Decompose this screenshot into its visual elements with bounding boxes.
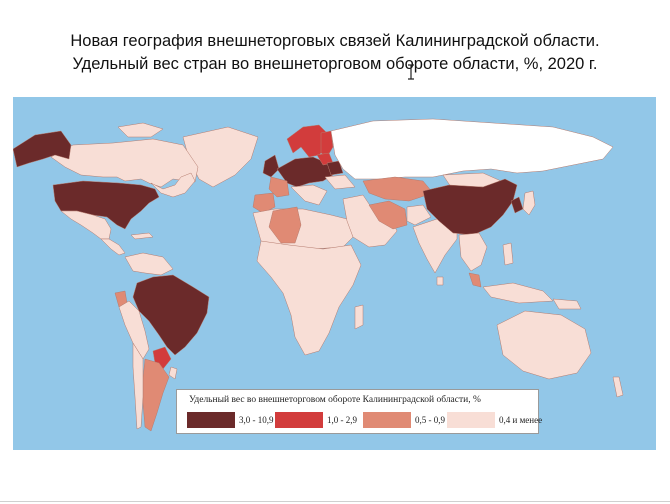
region-finland [320,130,334,158]
region-russia [330,118,614,180]
map-legend: Удельный вес во внешнеторговом обороте К… [176,389,543,434]
region-caribbean [130,232,154,240]
legend-label-3: 0,5 - 0,9 [415,415,445,425]
region-arctic-islands [117,122,164,138]
legend-swatch-3 [363,412,411,428]
legend-label-1: 3,0 - 10,9 [239,415,274,425]
region-china [422,178,518,236]
region-middle-east [342,194,398,248]
region-uruguay [168,366,178,380]
region-africa-central [256,240,362,356]
region-new-guinea [552,298,582,310]
text-cursor-icon [408,64,414,80]
region-iran [368,200,408,230]
slide-bottom-divider [0,501,670,502]
legend-label-2: 1,0 - 2,9 [327,415,357,425]
region-france [268,176,290,198]
region-south-america-north [124,252,174,276]
region-brazil [132,274,210,356]
title-line-2: Удельный вес стран во внешнеторговом обо… [72,55,598,73]
region-sri-lanka [436,276,444,286]
legend-label-4: 0,4 и менее [499,415,543,425]
region-central-america [100,238,126,256]
region-ukraine [324,174,356,190]
region-philippines [502,242,514,266]
region-uk [262,154,280,178]
region-italy-balkans [290,184,328,206]
legend-title: Удельный вес во внешнеторговом обороте К… [189,395,481,405]
region-central-asia [362,176,434,202]
region-new-zealand [612,376,624,398]
region-malaysia [468,272,482,288]
region-alaska [13,130,72,168]
page-title: Новая география внешнеторговых связей Ка… [0,30,670,76]
legend-swatch-1 [187,412,235,428]
region-australia [496,310,592,380]
region-belarus [326,160,344,176]
region-canada-east [150,172,196,198]
region-canada [50,138,199,188]
title-line-1: Новая география внешнеторговых связей Ка… [70,32,600,50]
region-japan [522,190,536,216]
legend-swatch-2 [275,412,323,428]
region-peru-bolivia [118,300,150,360]
region-algeria [268,206,302,244]
region-afghanistan [406,204,432,226]
region-chile [132,342,144,430]
region-southeast-asia [458,232,488,272]
region-madagascar [354,304,364,330]
region-indonesia [482,282,554,304]
legend-swatch-4 [447,412,495,428]
